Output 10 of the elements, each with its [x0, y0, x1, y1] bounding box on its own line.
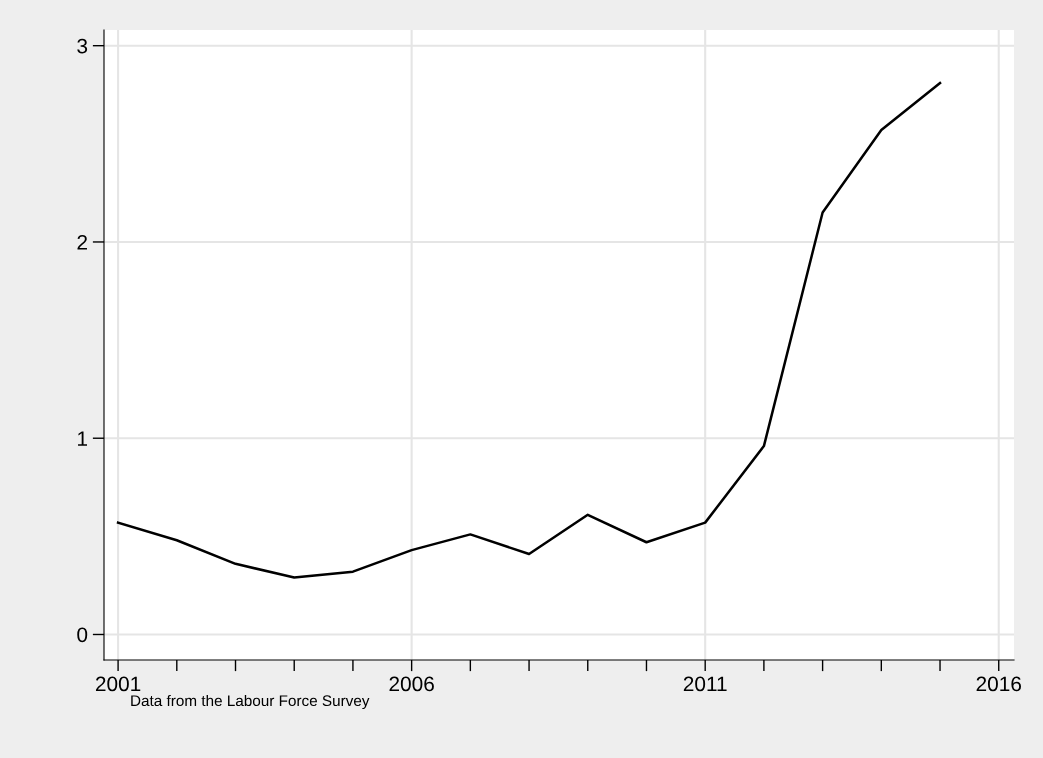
- x-tick-label: 2006: [389, 676, 434, 692]
- line-series: [116, 81, 942, 579]
- text: Data from the Labour Force Survey: [131, 694, 370, 710]
- y-tick-label: 2: [77, 234, 87, 250]
- x-tick-label: 2011: [683, 676, 727, 692]
- x-tick-label: 2016: [976, 676, 1021, 692]
- y-tick-label: 1: [78, 431, 88, 446]
- y-tick-label: 3: [77, 38, 88, 54]
- x-tick-label: 2001: [95, 676, 141, 692]
- y-tick-label: 0: [77, 627, 88, 643]
